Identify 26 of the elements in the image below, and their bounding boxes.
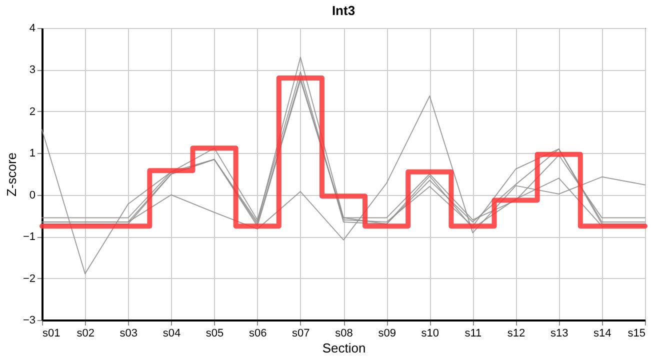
x-tick-label: s03 (120, 328, 138, 340)
x-tick-label: s04 (162, 328, 181, 340)
x-tick-label: s11 (464, 328, 482, 340)
x-tick-label: s05 (206, 328, 224, 340)
x-tick-label: s01 (42, 328, 60, 340)
x-tick-label: s06 (248, 328, 267, 340)
y-tick-label: 2 (29, 106, 36, 118)
y-axis-title: Z-score (4, 152, 19, 197)
x-tick-label: s07 (292, 328, 310, 340)
x-tick-label: s15 (628, 328, 646, 340)
y-tick-label: 0 (29, 189, 36, 202)
x-axis-title: Section (322, 340, 366, 356)
chart-title: Int3 (332, 3, 356, 18)
x-tick-label: s12 (507, 328, 526, 340)
x-tick-label: s02 (76, 328, 94, 340)
x-tick-label: s09 (378, 328, 396, 340)
y-tick-label: 1 (29, 148, 36, 160)
x-tick-label: s13 (550, 328, 568, 340)
y-tick-label: −1 (22, 231, 36, 244)
x-tick-label: s14 (594, 328, 612, 340)
y-tick-label: 4 (29, 22, 36, 34)
y-tick-label: −3 (22, 314, 36, 326)
x-tick-label: s08 (335, 328, 353, 340)
x-tick-label: s10 (421, 328, 440, 340)
y-tick-label: 3 (29, 64, 36, 76)
y-tick-label: −2 (22, 272, 36, 285)
